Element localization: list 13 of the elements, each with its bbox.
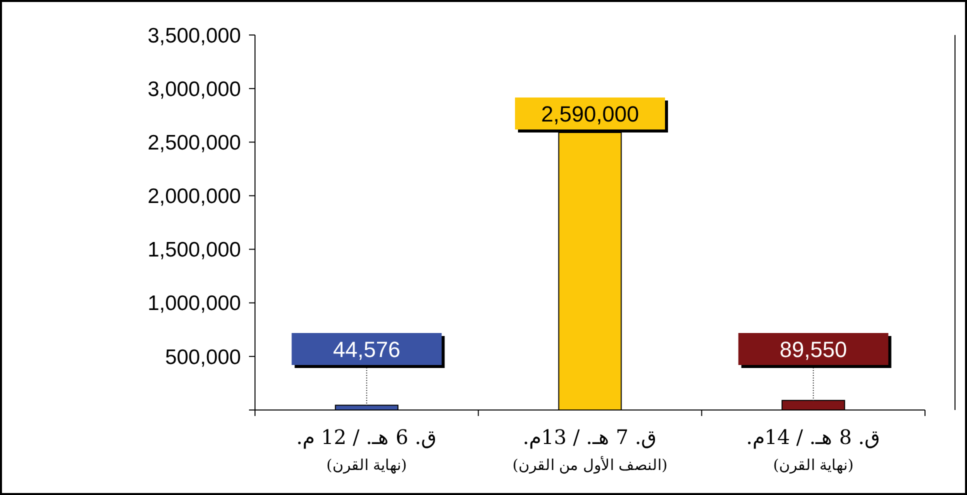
- y-tick-label: 3,000,000: [148, 78, 241, 101]
- y-tick-label: 3,500,000: [148, 24, 241, 48]
- data-label: 89,550: [780, 337, 847, 362]
- y-tick-label: 1,000,000: [148, 292, 241, 316]
- x-tick-label: ق. 6 هـ. / 12 م. (نهاية القرن): [296, 425, 438, 474]
- y-tick-label: 2,000,000: [148, 185, 241, 208]
- x-tick-label: ق. 7 هـ. / 13م. (النصف الأول من القرن): [512, 425, 668, 474]
- y-tick-label: 500,000: [165, 346, 241, 369]
- y-tick-label: 2,500,000: [148, 131, 241, 154]
- x-tick-label: ق. 8 هـ. / 14م. (نهاية القرن): [746, 425, 881, 474]
- data-label: 44,576: [333, 337, 400, 362]
- data-label: 2,590,000: [541, 102, 639, 126]
- y-tick-label: 1,500,000: [148, 238, 241, 262]
